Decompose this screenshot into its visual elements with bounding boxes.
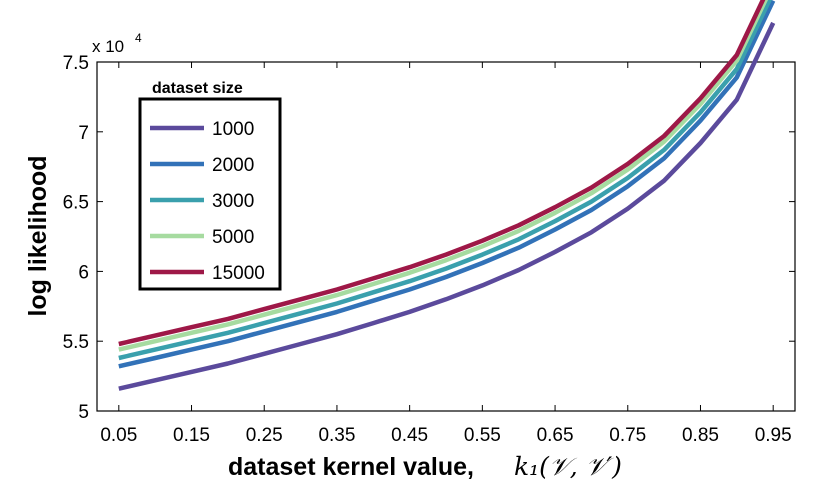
legend-label-2000: 2000 — [212, 155, 254, 176]
x-tick-label: 0.75 — [609, 425, 646, 446]
x-tick-label: 0.05 — [100, 425, 137, 446]
y-tick-label: 5.5 — [63, 332, 89, 353]
series-line-5000 — [118, 0, 769, 352]
x-tick-label: 0.95 — [755, 425, 792, 446]
axis-ticks — [97, 61, 795, 412]
y-axis-label: log likelihood — [24, 155, 52, 316]
x-tick-label: 0.65 — [537, 425, 574, 446]
x-tick-label: 0.15 — [173, 425, 210, 446]
y-tick-label: 7.5 — [63, 53, 89, 74]
x-tick-label: 0.35 — [318, 425, 355, 446]
x-axis-label-math: k₁(𝒱, 𝒱′) — [514, 452, 622, 481]
legend-box — [138, 97, 282, 291]
legend-label-5000: 5000 — [212, 227, 254, 248]
series-line-3000 — [118, 0, 772, 361]
x-tick-label: 0.85 — [682, 425, 719, 446]
x-axis-label: dataset kernel value, — [228, 453, 474, 481]
legend-label-15000: 15000 — [212, 263, 265, 284]
series-line-15000 — [118, 0, 766, 347]
series-lines — [118, 0, 776, 391]
legend-label-3000: 3000 — [212, 191, 254, 212]
y-exponent-power: 4 — [135, 31, 142, 45]
y-tick-label: 5 — [78, 402, 89, 423]
y-tick-label: 6.5 — [63, 193, 89, 214]
x-tick-label: 0.25 — [246, 425, 283, 446]
series-line-2000 — [118, 0, 776, 369]
x-tick-label: 0.55 — [464, 425, 501, 446]
legend-label-1000: 1000 — [212, 119, 254, 140]
legend-title: dataset size — [152, 80, 243, 97]
series-line-1000 — [118, 21, 776, 391]
y-tick-label: 7 — [78, 123, 89, 144]
y-exponent-label: x 10 — [92, 37, 124, 56]
legend-items: 1000 2000 3000 5000 15000 — [150, 119, 265, 284]
y-tick-label: 6 — [78, 262, 89, 283]
x-tick-label: 0.45 — [391, 425, 428, 446]
x-tick-labels: 0.05 0.15 0.25 0.35 0.45 0.55 0.65 0.75 0.85 0.95 — [100, 425, 791, 446]
y-tick-labels: 5 5.5 6 6.5 7 7.5 — [63, 53, 89, 423]
